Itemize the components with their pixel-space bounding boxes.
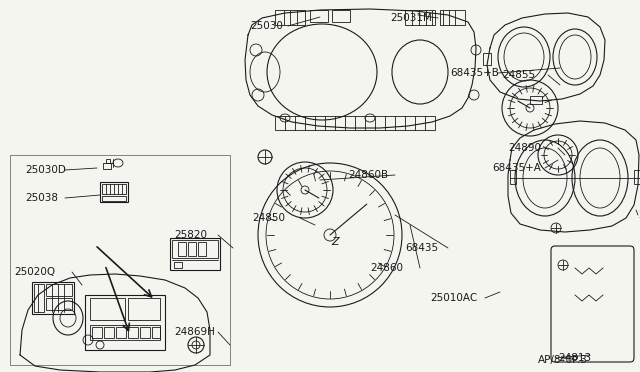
Bar	[90, 325, 160, 340]
Bar	[102, 196, 126, 201]
Bar	[275, 116, 435, 130]
Bar	[140, 327, 150, 338]
Bar	[310, 10, 328, 22]
Bar	[104, 327, 114, 338]
Bar	[116, 327, 126, 338]
Text: 25030: 25030	[250, 21, 283, 31]
Text: AP/8*0P.3: AP/8*0P.3	[538, 355, 588, 365]
Text: 24813: 24813	[558, 353, 591, 363]
Text: Z: Z	[331, 237, 339, 247]
Text: 25031M: 25031M	[390, 13, 432, 23]
Text: 24860: 24860	[370, 263, 403, 273]
Text: 25820: 25820	[174, 230, 207, 240]
Bar	[10, 155, 230, 365]
Text: 68435+B: 68435+B	[450, 68, 499, 78]
Bar	[405, 10, 435, 25]
Bar	[170, 238, 220, 270]
Bar	[92, 327, 102, 338]
Text: 25031: 25031	[638, 210, 640, 220]
Text: 24890: 24890	[508, 143, 541, 153]
Bar	[510, 170, 516, 184]
Bar	[100, 182, 128, 202]
Text: 25020Q: 25020Q	[14, 267, 55, 277]
Bar	[85, 295, 165, 350]
Bar	[34, 284, 44, 312]
Bar	[103, 163, 111, 169]
Bar	[634, 170, 640, 184]
Text: 24850: 24850	[252, 213, 285, 223]
Bar	[102, 184, 126, 194]
Text: 25030D: 25030D	[25, 165, 66, 175]
Bar	[275, 10, 305, 25]
Bar	[46, 298, 72, 310]
Text: 25010AC: 25010AC	[430, 293, 477, 303]
Bar	[188, 242, 196, 256]
Bar	[32, 282, 74, 314]
Bar	[172, 240, 218, 258]
Bar	[174, 262, 182, 268]
Bar	[198, 242, 206, 256]
Bar	[90, 298, 125, 320]
Bar	[530, 96, 542, 104]
Text: 24869H: 24869H	[174, 327, 215, 337]
Text: 24860B: 24860B	[348, 170, 388, 180]
Text: 68435+A: 68435+A	[492, 163, 541, 173]
Text: 24855: 24855	[502, 70, 535, 80]
Bar	[128, 327, 138, 338]
Text: 25038: 25038	[25, 193, 58, 203]
Bar	[106, 159, 110, 163]
Bar	[46, 284, 72, 296]
Bar	[128, 298, 160, 320]
Text: 68435: 68435	[405, 243, 438, 253]
Bar	[483, 53, 491, 65]
Bar	[440, 10, 465, 25]
Bar	[178, 242, 186, 256]
Bar	[152, 327, 160, 338]
Bar	[332, 10, 350, 22]
